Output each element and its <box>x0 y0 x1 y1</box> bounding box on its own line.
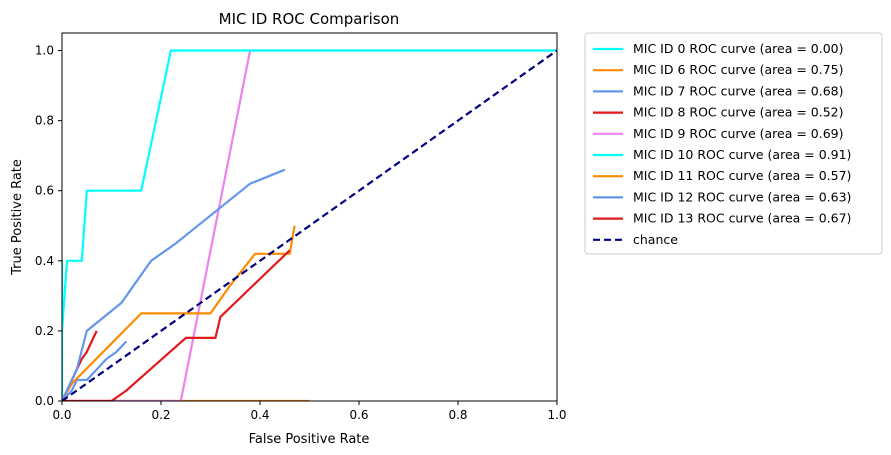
legend-label: MIC ID 12 ROC curve (area = 0.63) <box>633 189 851 204</box>
y-axis-ticks: 0.0 0.2 0.4 0.6 0.8 1.0 <box>35 44 62 408</box>
series-line-9 <box>62 49 557 401</box>
chart-title: MIC ID ROC Comparison <box>219 10 400 28</box>
series-line-6 <box>62 225 296 401</box>
x-axis-label: False Positive Rate <box>249 432 370 447</box>
legend-label: chance <box>633 232 678 247</box>
y-tick-label: 1.0 <box>35 44 54 58</box>
legend-label: MIC ID 6 ROC curve (area = 0.75) <box>633 62 844 77</box>
x-tick-label: 0.0 <box>52 408 71 422</box>
x-tick-label: 0.4 <box>250 408 269 422</box>
legend-label: MIC ID 8 ROC curve (area = 0.52) <box>633 105 844 120</box>
y-tick-label: 0.8 <box>35 114 54 128</box>
x-tick-label: 0.6 <box>349 408 368 422</box>
y-tick-label: 0.4 <box>35 254 54 268</box>
legend: MIC ID 0 ROC curve (area = 0.00) MIC ID 6… <box>584 32 883 255</box>
x-axis-ticks: 0.0 0.2 0.4 0.6 0.8 1.0 <box>52 401 567 422</box>
y-axis-label: True Positive Rate <box>10 159 25 276</box>
series-line-2 <box>62 340 128 401</box>
x-tick-label: 0.2 <box>151 408 170 422</box>
series-line-7 <box>62 168 286 401</box>
legend-items: MIC ID 0 ROC curve (area = 0.00) MIC ID 6… <box>593 41 851 247</box>
plot-frame <box>61 32 558 402</box>
legend-label: MIC ID 0 ROC curve (area = 0.00) <box>633 41 844 56</box>
y-tick-label: 0.6 <box>35 184 54 198</box>
legend-label: MIC ID 10 ROC curve (area = 0.91) <box>633 147 851 162</box>
legend-label: MIC ID 9 ROC curve (area = 0.69) <box>633 126 844 141</box>
legend-label: MIC ID 11 ROC curve (area = 0.57) <box>633 168 851 183</box>
x-tick-label: 1.0 <box>547 408 566 422</box>
y-tick-label: 0.0 <box>35 394 54 408</box>
series-line-5 <box>62 49 557 401</box>
legend-box <box>584 32 883 255</box>
legend-label: MIC ID 7 ROC curve (area = 0.68) <box>633 83 844 98</box>
y-tick-label: 0.2 <box>35 324 54 338</box>
series-layer <box>62 49 557 401</box>
legend-label: MIC ID 13 ROC curve (area = 0.67) <box>633 211 851 226</box>
x-tick-label: 0.8 <box>448 408 467 422</box>
series-line-8 <box>62 249 291 401</box>
